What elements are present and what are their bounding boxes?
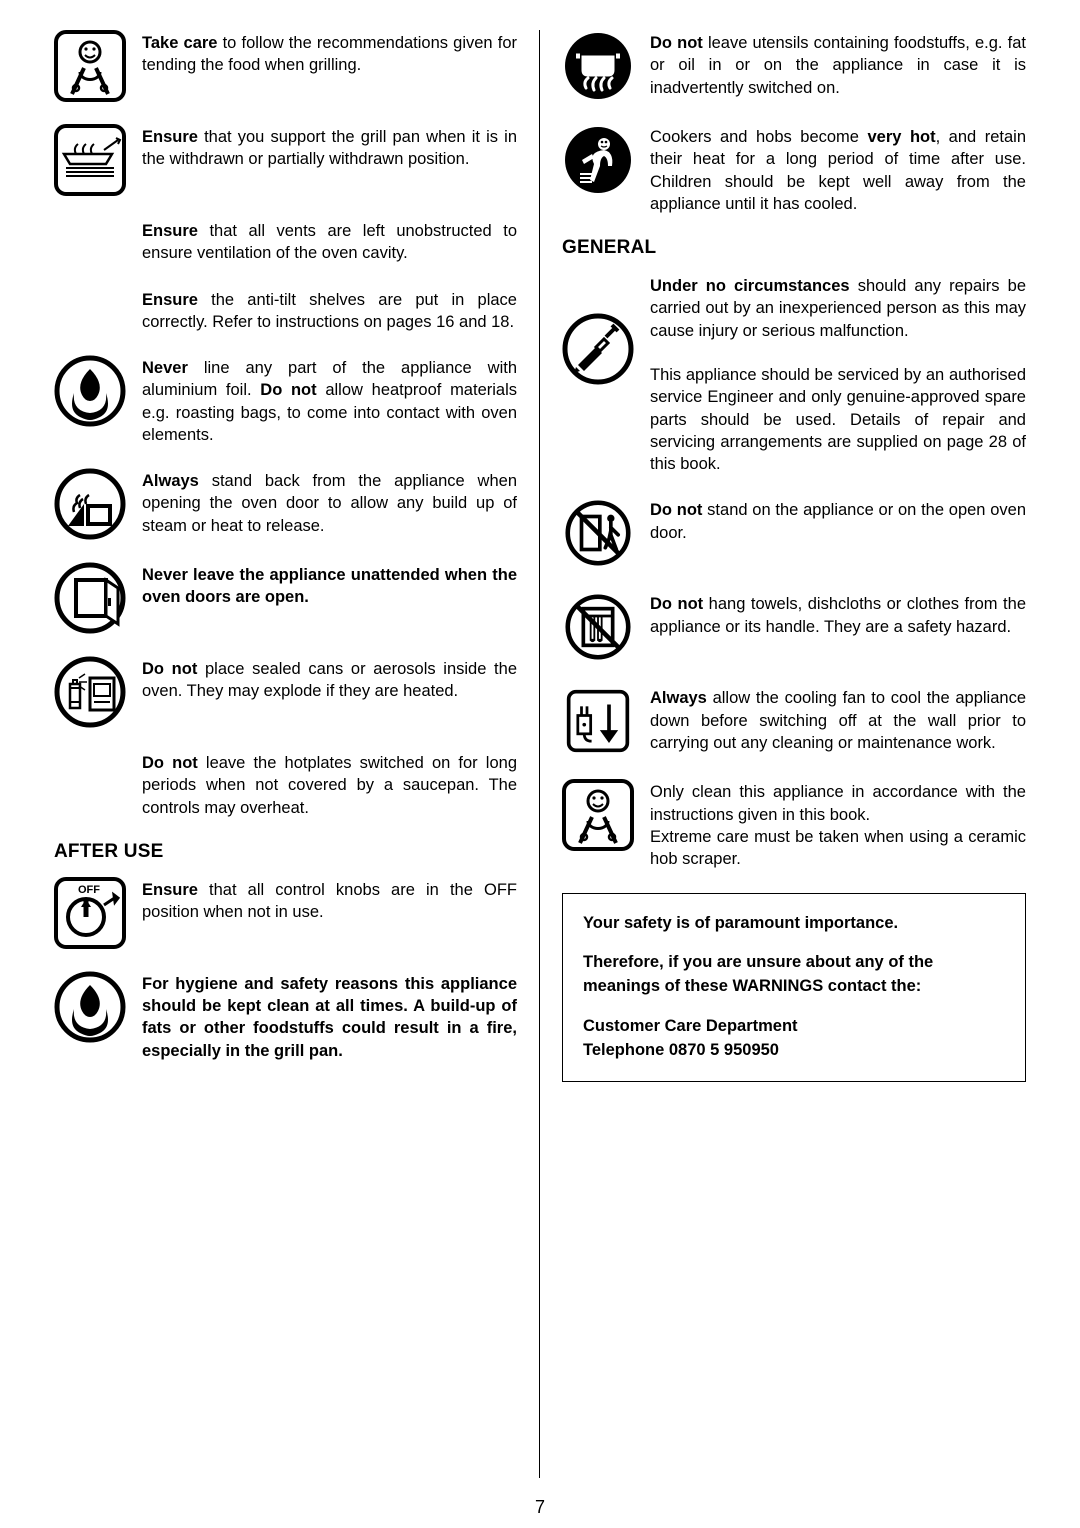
warning-row: Always allow the cooling fan to cool the… — [562, 685, 1026, 757]
open-door-icon — [54, 562, 126, 634]
warning-text: Only clean this appliance in accordance … — [650, 779, 1026, 870]
warning-row: Never line any part of the appliance wit… — [54, 355, 517, 446]
warning-text: For hygiene and safety reasons this appl… — [142, 971, 517, 1062]
grill-smile-icon — [54, 30, 126, 102]
warning-text: Always allow the cooling fan to cool the… — [650, 685, 1026, 754]
warning-text: Ensure that all control knobs are in the… — [142, 877, 517, 924]
steam-icon — [54, 468, 126, 540]
warning-text: Do not stand on the appliance or on the … — [650, 497, 1026, 544]
warning-row: Cookers and hobs become very hot, and re… — [562, 124, 1026, 215]
two-column-layout: Take care to follow the recommendations … — [54, 30, 1026, 1478]
warning-text: Ensure the anti-tilt shelves are put in … — [142, 287, 517, 334]
warning-text: Never leave the appliance unattended whe… — [142, 562, 517, 609]
warning-text: Ensure that you support the grill pan wh… — [142, 124, 517, 171]
safety-p3: Customer Care Department — [583, 1017, 798, 1035]
off-knob-icon — [54, 877, 126, 949]
warning-row: Ensure that all control knobs are in the… — [54, 877, 517, 949]
warning-text: Do not hang towels, dishcloths or clothe… — [650, 591, 1026, 638]
after-use-heading: AFTER USE — [54, 841, 517, 863]
warning-text: Cookers and hobs become very hot, and re… — [650, 124, 1026, 215]
warning-row: Do not stand on the appliance or on the … — [562, 497, 1026, 569]
warning-row: Do not place sealed cans or aerosols ins… — [54, 656, 517, 728]
flame-icon — [54, 355, 126, 427]
warning-row: Under no circumstances should any repair… — [562, 273, 1026, 475]
warning-row: Do not hang towels, dishcloths or clothe… — [562, 591, 1026, 663]
page-number: 7 — [0, 1497, 1080, 1518]
flame-icon — [54, 971, 126, 1043]
warning-text: Ensure that all vents are left unobstruc… — [142, 218, 517, 265]
warning-text: Always stand back from the appliance whe… — [142, 468, 517, 537]
general-heading: GENERAL — [562, 237, 1026, 259]
safety-box: Your safety is of paramount importance. … — [562, 893, 1026, 1083]
warning-row: Always stand back from the appliance whe… — [54, 468, 517, 540]
warning-row: Only clean this appliance in accordance … — [562, 779, 1026, 870]
no-stand-icon — [562, 497, 634, 569]
no-towel-icon — [562, 591, 634, 663]
child-warning-icon — [562, 124, 634, 196]
warning-row: Take care to follow the recommendations … — [54, 30, 517, 102]
warning-text: Do not leave utensils containing foodstu… — [650, 30, 1026, 99]
left-column: Take care to follow the recommendations … — [54, 30, 540, 1478]
warning-row: For hygiene and safety reasons this appl… — [54, 971, 517, 1062]
pot-fire-icon — [562, 30, 634, 102]
warning-text: Never line any part of the appliance wit… — [142, 355, 517, 446]
safety-p4: Telephone 0870 5 950950 — [583, 1041, 779, 1059]
warning-text: Do not place sealed cans or aerosols ins… — [142, 656, 517, 703]
aerosol-icon — [54, 656, 126, 728]
safety-p1: Your safety is of paramount importance. — [583, 914, 898, 932]
warning-row: Ensure that you support the grill pan wh… — [54, 124, 517, 196]
safety-p2: Therefore, if you are unsure about any o… — [583, 953, 933, 995]
fan-off-icon — [562, 685, 634, 757]
warning-row: Never leave the appliance unattended whe… — [54, 562, 517, 634]
right-column: Do not leave utensils containing foodstu… — [540, 30, 1026, 1478]
warning-text: Do not leave the hotplates switched on f… — [142, 750, 517, 819]
warning-text: Take care to follow the recommendations … — [142, 30, 517, 77]
warning-row: Do not leave utensils containing foodstu… — [562, 30, 1026, 102]
grill-pan-icon — [54, 124, 126, 196]
warning-text: Under no circumstances should any repair… — [650, 273, 1026, 475]
grill-smile-icon — [562, 779, 634, 851]
screwdriver-icon — [562, 313, 634, 385]
